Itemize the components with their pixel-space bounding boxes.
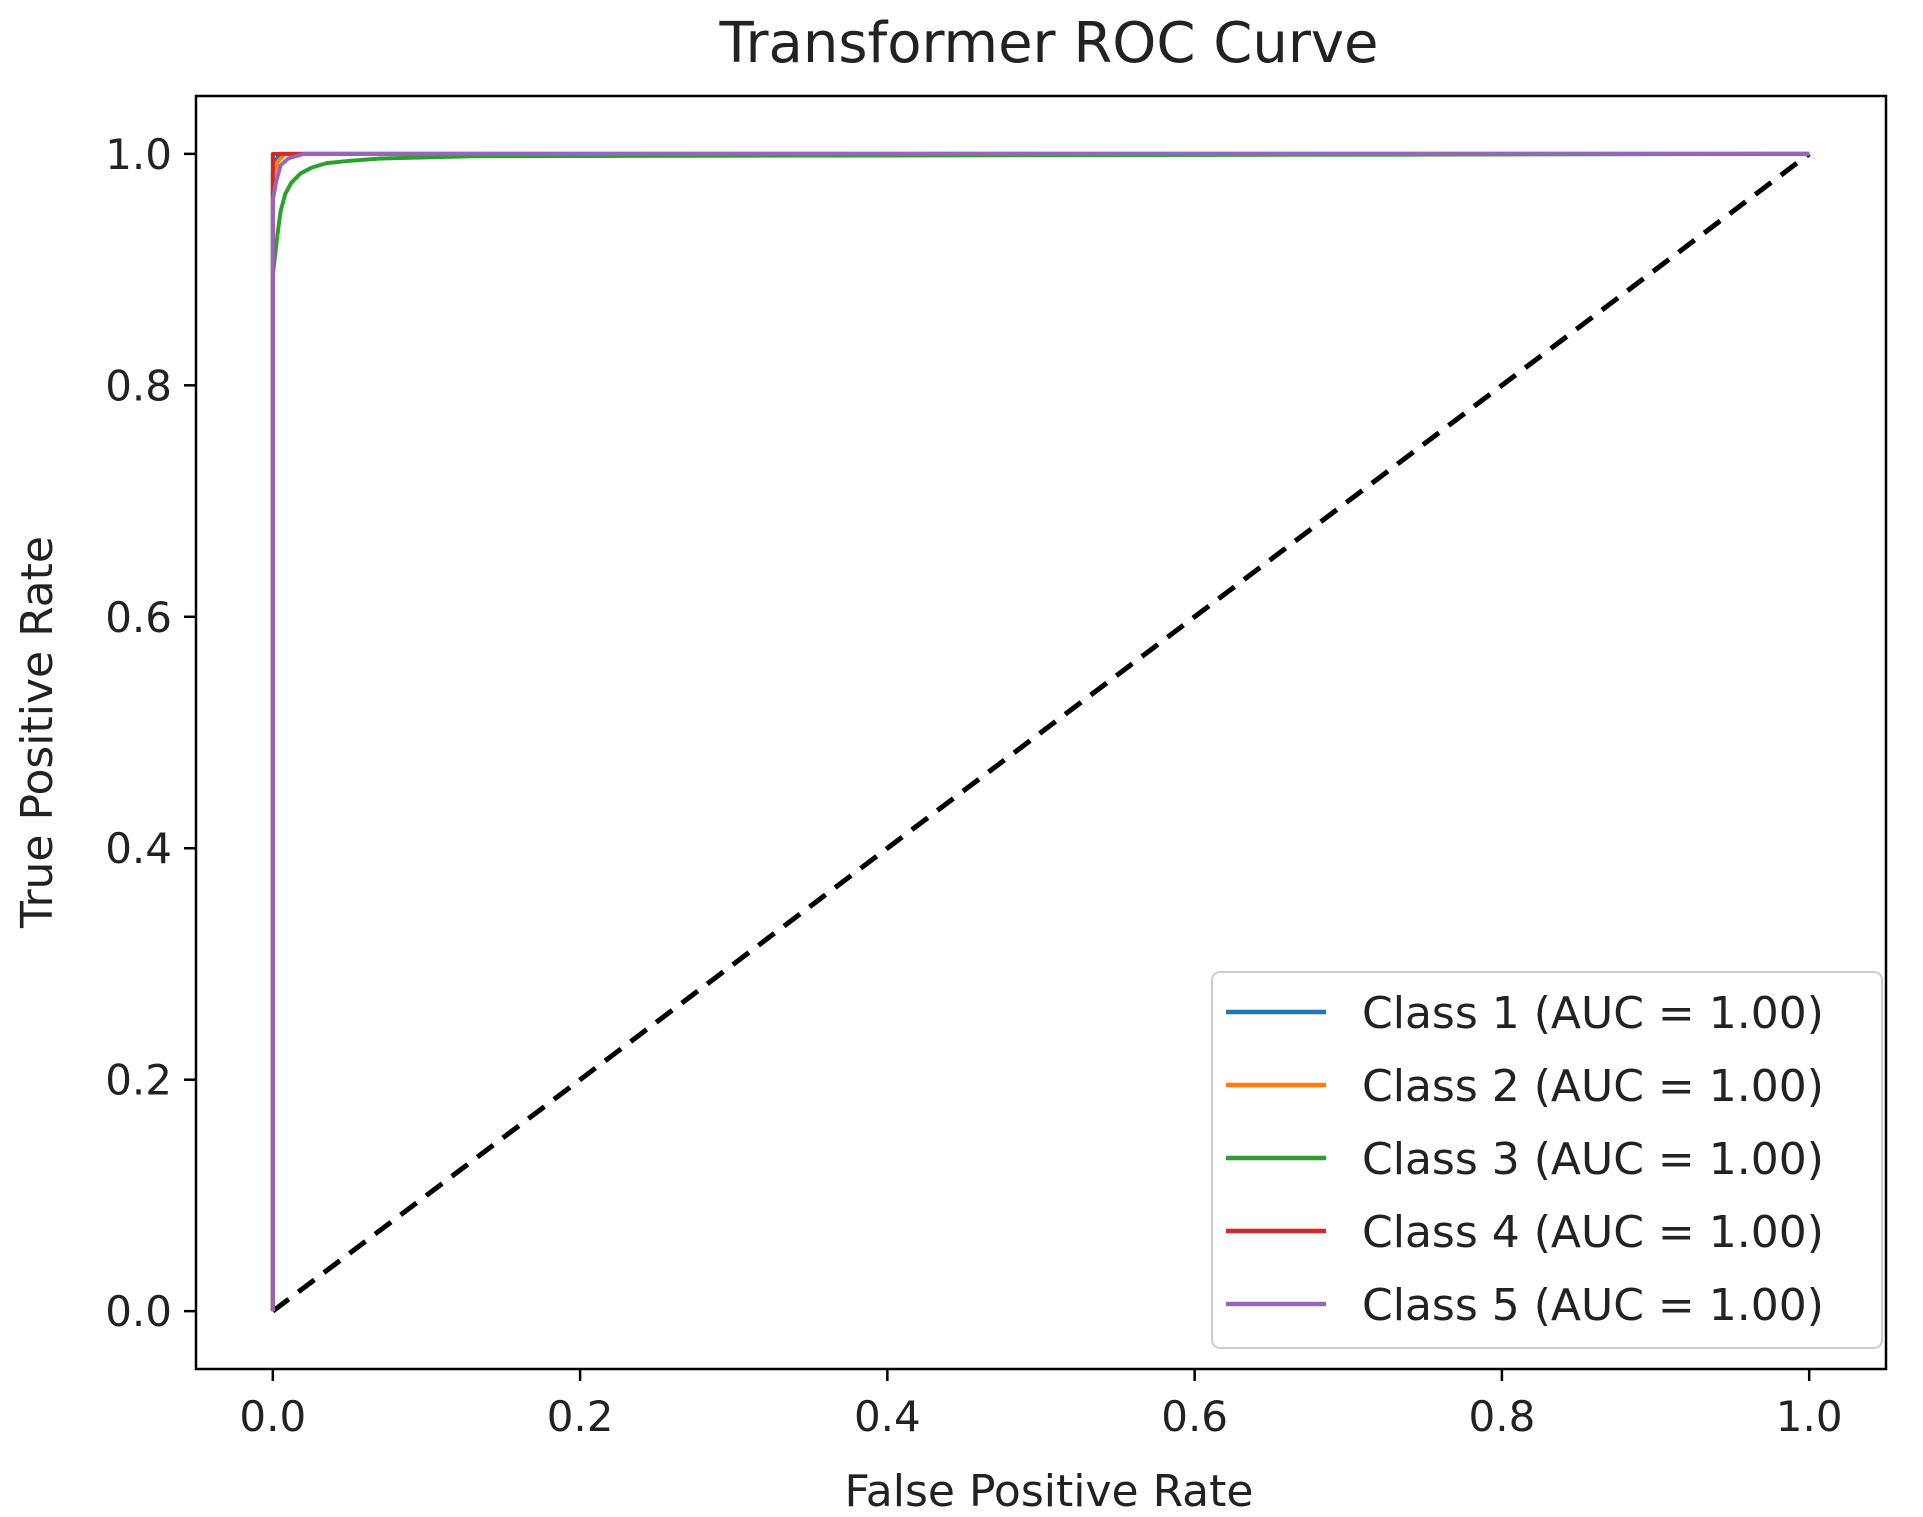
legend: Class 1 (AUC = 1.00) Class 2 (AUC = 1.00)… bbox=[1211, 971, 1883, 1349]
legend-label-class-4: Class 4 (AUC = 1.00) bbox=[1362, 1207, 1824, 1258]
x-tick-label: 1.0 bbox=[1776, 1392, 1843, 1441]
x-tick-label: 0.4 bbox=[854, 1392, 921, 1441]
legend-label-class-5: Class 5 (AUC = 1.00) bbox=[1362, 1280, 1824, 1331]
x-tick-label: 0.8 bbox=[1469, 1392, 1536, 1441]
series-line-class-3 bbox=[270, 151, 1810, 1312]
plot-frame bbox=[194, 94, 1888, 1371]
y-tick-label: 0.2 bbox=[105, 1056, 172, 1105]
legend-box bbox=[1211, 971, 1883, 1349]
y-tick-label: 0.0 bbox=[105, 1287, 172, 1336]
y-tick-label: 0.8 bbox=[105, 361, 172, 410]
reference-diagonal-line bbox=[271, 151, 1811, 1314]
x-tick-label: 0.2 bbox=[547, 1392, 614, 1441]
y-tick-label: 0.4 bbox=[105, 824, 172, 873]
plot-area bbox=[270, 151, 1811, 1314]
y-axis-label: True Positive Rate bbox=[12, 536, 63, 929]
y-tick-label: 1.0 bbox=[105, 130, 172, 179]
y-axis: 0.0 0.2 0.4 0.6 0.8 1.0 bbox=[105, 130, 196, 1336]
x-axis-label: False Positive Rate bbox=[845, 1466, 1254, 1517]
y-tick-label: 0.6 bbox=[105, 593, 172, 642]
x-tick-label: 0.6 bbox=[1161, 1392, 1228, 1441]
legend-label-class-3: Class 3 (AUC = 1.00) bbox=[1362, 1134, 1824, 1185]
series-line-class-5 bbox=[270, 151, 1810, 1312]
legend-label-class-2: Class 2 (AUC = 1.00) bbox=[1362, 1061, 1824, 1112]
legend-label-class-1: Class 1 (AUC = 1.00) bbox=[1362, 988, 1824, 1039]
x-axis: 0.0 0.2 0.4 0.6 0.8 1.0 bbox=[239, 1369, 1843, 1441]
chart-title: Transformer ROC Curve bbox=[719, 11, 1379, 76]
x-tick-label: 0.0 bbox=[239, 1392, 306, 1441]
